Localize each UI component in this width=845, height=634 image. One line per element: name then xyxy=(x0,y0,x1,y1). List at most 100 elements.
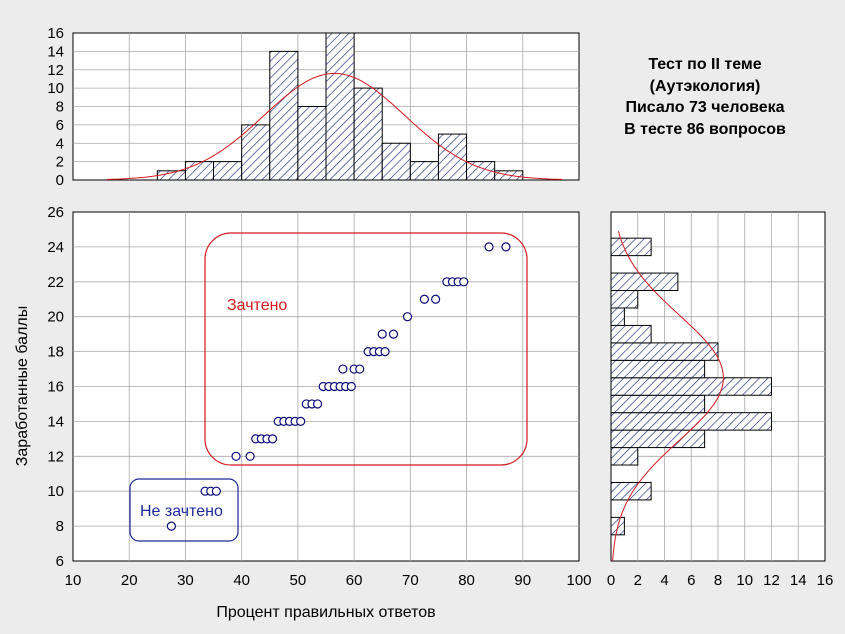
scatter-point xyxy=(245,451,255,461)
y-tick-label: 16 xyxy=(47,379,64,396)
fail-region-label: Не зачтено xyxy=(140,503,223,520)
right-histogram-bar xyxy=(610,429,706,449)
y-tick-label: 6 xyxy=(56,553,64,570)
x-tick-label: 60 xyxy=(346,572,363,589)
x-axis-title: Процент правильных ответов xyxy=(216,604,435,621)
scatter-point xyxy=(459,277,469,287)
scatter-point xyxy=(355,364,365,374)
x-tick-label: 100 xyxy=(566,572,591,589)
right-histogram-bar xyxy=(610,324,652,344)
right-hist-tick-label: 6 xyxy=(687,572,695,589)
top-hist-tick-label: 16 xyxy=(47,25,64,42)
info-line-4: В тесте 86 вопросов xyxy=(624,121,786,138)
x-tick-label: 90 xyxy=(514,572,531,589)
right-histogram-bar xyxy=(610,359,706,379)
top-histogram-bar xyxy=(241,124,271,181)
fail-region-box xyxy=(129,478,239,542)
top-hist-tick-label: 6 xyxy=(56,117,64,134)
scatter-point xyxy=(296,416,306,426)
scatter-point xyxy=(312,399,323,409)
top-hist-tick-label: 12 xyxy=(47,62,64,79)
right-hist-tick-label: 0 xyxy=(607,572,615,589)
scatter-point xyxy=(338,364,348,374)
top-hist-tick-label: 2 xyxy=(56,154,64,171)
right-histogram-bar xyxy=(610,377,772,396)
right-histogram-bar xyxy=(610,412,772,431)
scatter-point xyxy=(346,381,356,392)
scatter-point xyxy=(267,434,278,444)
right-hist-tick-label: 8 xyxy=(714,572,722,589)
scatter-point xyxy=(501,242,511,252)
info-line-1: Тест по II теме xyxy=(648,56,761,73)
right-hist-tick-label: 4 xyxy=(660,572,668,589)
scatter-point xyxy=(431,294,441,304)
scatter-point xyxy=(377,329,387,339)
scatter-point xyxy=(402,312,413,322)
y-tick-label: 10 xyxy=(47,483,64,500)
info-line-2: (Аутэкология) xyxy=(650,78,761,95)
y-tick-label: 12 xyxy=(47,448,64,465)
scatter-point xyxy=(388,329,399,339)
x-tick-label: 80 xyxy=(458,572,475,589)
top-histogram-bar xyxy=(269,50,299,181)
top-hist-tick-label: 10 xyxy=(47,80,64,97)
top-histogram-bar xyxy=(156,170,186,181)
pass-region-box xyxy=(204,232,528,466)
right-histogram-bar xyxy=(610,394,706,414)
right-hist-tick-label: 10 xyxy=(736,572,753,589)
top-hist-tick-label: 14 xyxy=(47,43,64,60)
right-hist-tick-label: 2 xyxy=(634,572,642,589)
y-tick-label: 14 xyxy=(47,413,64,430)
x-tick-label: 10 xyxy=(65,572,82,589)
top-hist-tick-label: 4 xyxy=(56,135,64,152)
top-histogram-bar xyxy=(297,106,327,181)
right-hist-tick-label: 12 xyxy=(763,572,780,589)
x-tick-label: 50 xyxy=(290,572,307,589)
scatter-point xyxy=(419,294,429,304)
top-hist-tick-label: 8 xyxy=(56,99,64,116)
pass-region-label: Зачтено xyxy=(227,297,287,314)
top-histogram-bar xyxy=(353,87,383,181)
right-histogram-bars xyxy=(610,237,772,536)
top-normal-curve xyxy=(106,72,563,180)
scatter-point xyxy=(231,451,241,461)
top-histogram-bar xyxy=(213,161,243,181)
right-histogram-bar xyxy=(610,342,719,361)
y-tick-label: 18 xyxy=(47,344,64,361)
top-histogram-bars xyxy=(156,32,524,181)
x-tick-label: 30 xyxy=(177,572,194,589)
right-histogram-bar xyxy=(610,481,652,501)
tick-labels: 10 20 30 40 50 60 70 80 90 1006810121416182022242… xyxy=(47,25,833,589)
top-histogram-bar xyxy=(325,32,355,181)
x-tick-label: 20 xyxy=(121,572,138,589)
top-histogram-bar xyxy=(409,161,439,181)
scatter-point xyxy=(380,347,390,357)
y-tick-label: 22 xyxy=(47,274,64,291)
info-line-3: Писало 73 человека xyxy=(625,99,784,116)
right-histogram-bar xyxy=(610,447,639,466)
scatter-point xyxy=(166,521,176,531)
y-tick-label: 8 xyxy=(56,518,64,535)
top-histogram-bar xyxy=(381,142,411,181)
scatter-grid xyxy=(73,212,579,561)
right-histogram-bar xyxy=(610,307,625,326)
x-tick-label: 70 xyxy=(402,572,419,589)
right-hist-tick-label: 16 xyxy=(817,572,834,589)
y-tick-label: 20 xyxy=(47,309,64,326)
right-normal-curve xyxy=(612,231,724,562)
right-histogram-bar xyxy=(610,272,679,292)
scatter-point xyxy=(211,486,221,496)
right-histogram-bar xyxy=(610,237,652,257)
x-tick-label: 40 xyxy=(233,572,250,589)
right-hist-tick-label: 14 xyxy=(790,572,807,589)
y-tick-label: 26 xyxy=(47,204,64,221)
top-histogram-bar xyxy=(184,161,215,181)
normal-fit-curves xyxy=(106,72,724,562)
right-histogram-bar xyxy=(610,290,639,309)
top-histogram-bar xyxy=(437,133,468,181)
top-hist-tick-label: 0 xyxy=(56,172,64,189)
y-tick-label: 24 xyxy=(47,239,64,256)
scatter-points xyxy=(166,242,511,531)
